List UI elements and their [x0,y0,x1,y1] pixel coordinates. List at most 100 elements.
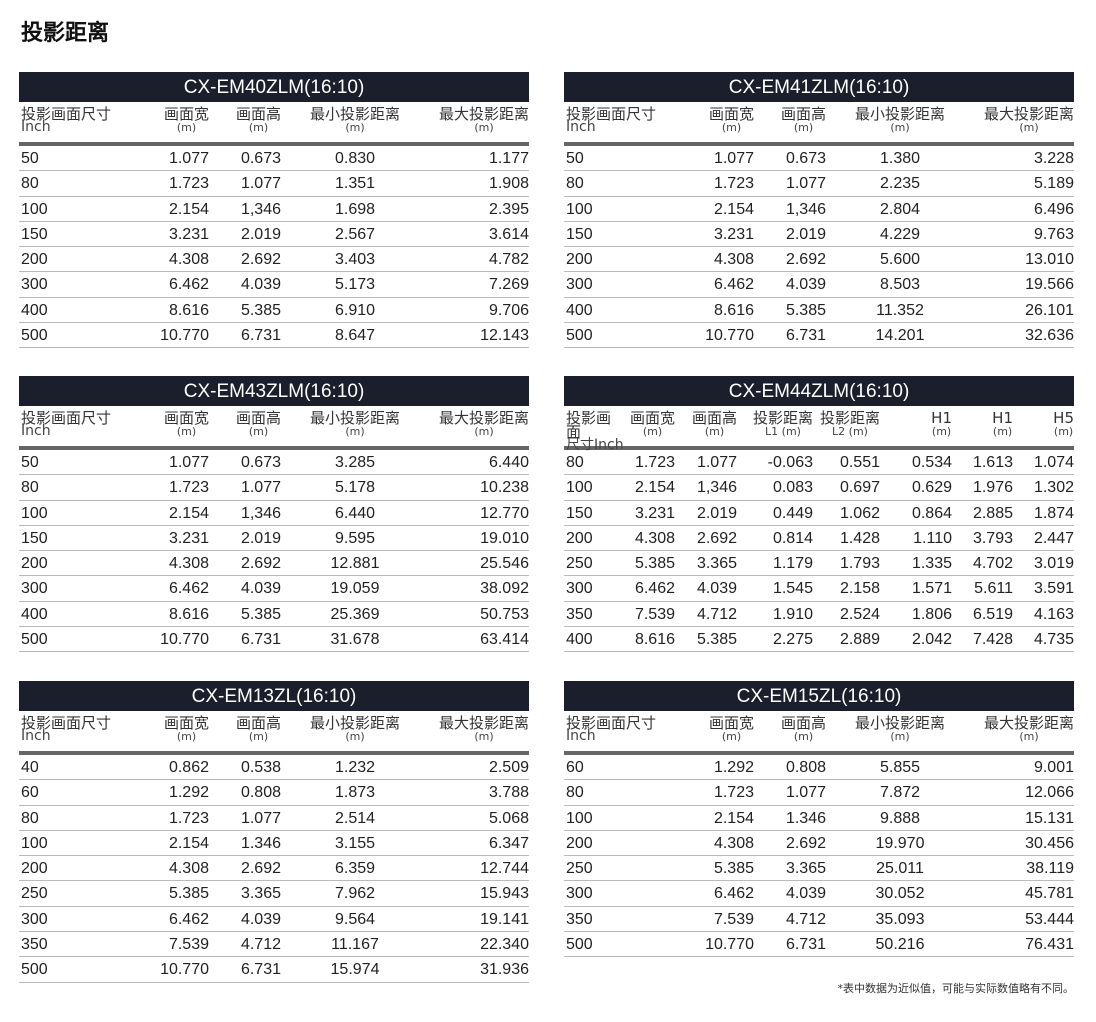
table-model-title: CX-EM43ZLM(16:10) [19,376,529,406]
column-header: 投影距离 L1 (m) [737,411,813,446]
table-cell: 1.976 [972,479,1013,497]
column-label: 投影画面尺寸 [566,105,657,123]
table-cell: 4.308 [713,251,754,269]
table-cell: 7.539 [168,936,209,954]
table-model-title: CX-EM44ZLM(16:10) [564,376,1074,406]
table-cell: 1.062 [839,504,880,522]
column-unit: (m) [721,121,742,134]
table-row: 200 4.308 2.692 19.970 30.456 [564,831,1074,857]
table-row: 300 6.462 4.039 1.545 2.158 1.571 5.611 3.591 [564,576,1074,602]
table-cell: 1.793 [839,555,880,573]
table-cell: 12.744 [480,860,529,878]
column-unit: (m) [793,121,814,134]
table-cell: 2.275 [772,631,813,649]
table-cell: 12.066 [1025,784,1074,802]
table-cell: 2.042 [911,631,952,649]
column-unit: (m) [176,730,197,743]
column-header: 画面高 (m) [754,716,826,751]
column-unit: (m) [931,425,952,438]
table-cell: 6.462 [168,580,209,598]
table-cell: 80 [21,175,39,193]
table-cell: 0.808 [240,784,281,802]
table-cell: 100 [21,834,48,852]
table-cell: 6.731 [240,961,281,979]
table-cell: 30.456 [1025,834,1074,852]
table-row: 300 6.462 4.039 9.564 19.141 [19,907,529,933]
table-cell: 80 [21,479,39,497]
table-cell: 1.874 [1033,504,1074,522]
table-cell: 0.862 [168,759,209,776]
table-cell: 8.647 [334,327,376,345]
table-cell: 4.039 [785,885,826,903]
column-unit: Inch [21,423,51,439]
projection-table: CX-EM44ZLM(16:10) 投影画面 尺寸Inch 画面宽 (m) 画面高 (m) 投… [564,376,1074,653]
table-cell: 0.830 [334,150,376,167]
table-cell: 200 [21,555,48,573]
table-cell: 80 [566,784,584,802]
table-header: 投影画面尺寸 Inch 画面宽 (m) 画面高 (m) 最小投影距离 (m) 最大投影距离 (m) [564,102,1074,146]
table-cell: 50 [21,150,39,167]
table-cell: 15.131 [1025,809,1074,827]
table-row: 80 1.723 1.077 7.872 12.066 [564,780,1074,806]
column-header: H1 (m) [880,411,952,446]
table-cell: 6.519 [972,605,1013,623]
table-cell: 11.167 [331,936,379,954]
table-cell: 1.077 [168,150,209,167]
column-label: 投影距离 [752,409,813,427]
table-cell: 19.970 [875,834,925,852]
column-header: 画面宽 (m) [149,107,209,142]
table-cell: 50 [566,150,584,167]
table-cell: 5.385 [713,860,754,878]
table-cell: 3.231 [713,225,754,243]
table-cell: 1.292 [168,784,209,802]
column-header: 投影画面尺寸Inch [564,409,624,453]
column-unit: (m) [176,121,197,134]
table-cell: 4.039 [696,580,737,598]
column-unit: (m) [474,121,494,134]
table-cell: 2.524 [839,605,880,623]
column-unit: (m) [474,425,494,438]
table-cell: 3.365 [240,885,281,903]
table-cell: 1.302 [1033,479,1074,497]
column-label: 画面宽 [163,409,209,427]
table-cell: 3.019 [1033,555,1074,573]
table-cell: 4.712 [696,605,737,623]
table-cell: 7.962 [334,885,376,903]
column-unit: (m) [642,425,663,438]
table-cell: 25.011 [876,860,924,878]
table-cell: 300 [566,885,593,903]
table-row: 100 2.154 1,346 1.698 2.395 [19,197,529,222]
column-label: 最大投影距离 [983,105,1074,123]
table-cell: 40 [21,759,39,776]
table-cell: 0.673 [785,150,826,167]
table-cell: 6.462 [713,276,754,294]
table-cell: 8.616 [634,631,675,649]
table-cell: 2.692 [785,834,826,852]
table-row: 80 1.723 1.077 2.514 5.068 [19,806,529,831]
page-title: 投影距离 [21,21,110,46]
table-cell: 38.092 [480,580,529,598]
table-row: 150 3.231 2.019 2.567 3.614 [19,222,529,248]
column-unit: (m) [890,121,910,134]
table-cell: 4.039 [240,580,281,598]
table-cell: 1.074 [1033,454,1074,471]
table-cell: 100 [566,809,593,827]
table-model-title: CX-EM40ZLM(16:10) [19,72,529,102]
table-cell: 80 [566,175,584,193]
table-cell: 6.731 [240,327,281,345]
column-label: 投影画面 [566,409,612,441]
column-unit: (m) [248,121,269,134]
table-cell: 5.855 [879,759,921,776]
table-row: 100 2.154 1.346 9.888 15.131 [564,806,1074,831]
table-cell: 100 [21,200,48,218]
table-cell: 4.308 [713,834,754,852]
table-cell: 50 [21,454,39,471]
table-cell: 12.143 [480,327,529,345]
table-cell: 2.019 [785,225,826,243]
table-cell: 50.216 [875,936,925,954]
column-label: 画面宽 [708,714,754,732]
table-cell: 5.385 [168,885,209,903]
column-header: 最小投影距离 (m) [281,411,429,446]
table-row: 500 10.770 6.731 14.201 32.636 [564,323,1074,349]
